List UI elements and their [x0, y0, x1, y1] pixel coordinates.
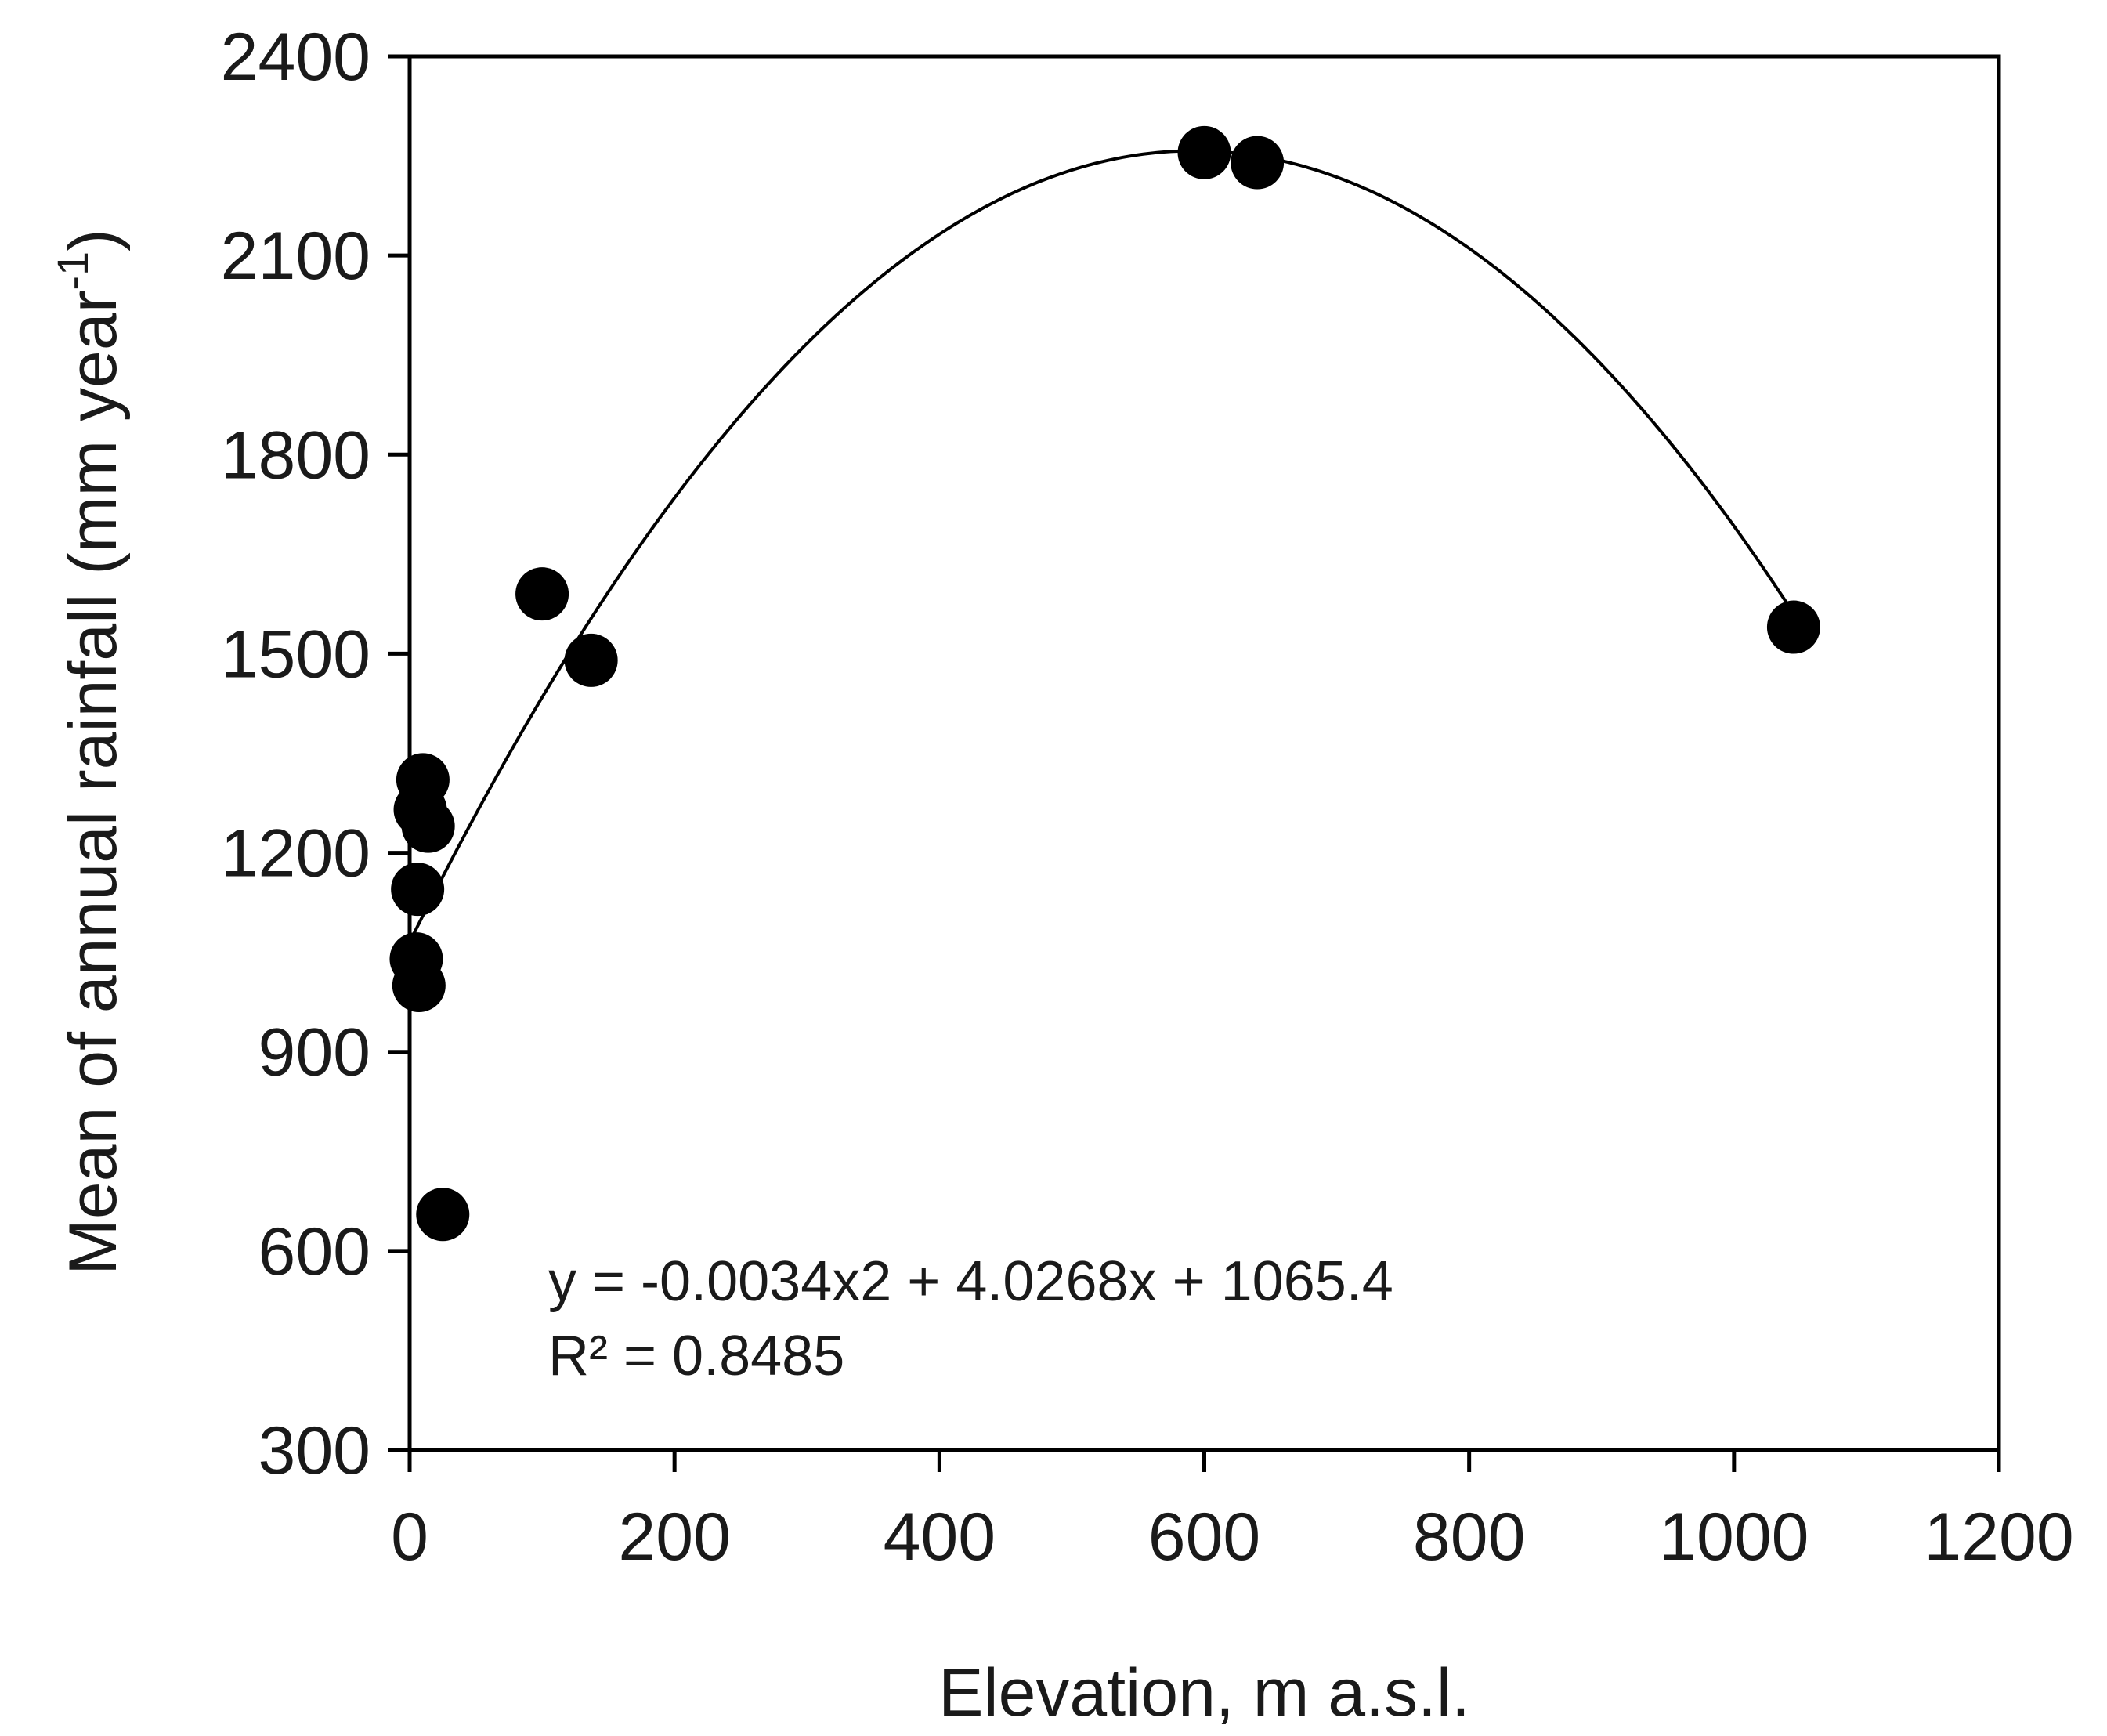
x-axis-ticks: 0 200 400 600 800 1000 1200 — [391, 1450, 2074, 1575]
data-point — [564, 633, 618, 687]
data-point — [416, 1188, 470, 1242]
y-tick-label: 900 — [258, 1015, 371, 1090]
data-point — [1231, 136, 1285, 190]
x-tick-label: 600 — [1148, 1499, 1261, 1575]
trendline-curve — [408, 149, 1795, 943]
y-axis-title-main: Mean of annual rainfall (mm year — [56, 291, 131, 1275]
trendline-group — [408, 149, 1795, 943]
x-axis-title: Elevation, m a.s.l. — [938, 1655, 1470, 1731]
data-point — [515, 567, 569, 621]
y-tick-label: 2100 — [221, 219, 370, 294]
r-squared-label: R² = 0.8485 — [548, 1325, 844, 1387]
y-tick-label: 1800 — [221, 418, 370, 493]
data-point — [401, 799, 455, 853]
y-axis-ticks: 300 600 900 1200 1500 1800 2100 2400 — [221, 20, 410, 1488]
data-point — [392, 959, 446, 1012]
y-axis-title: Mean of annual rainfall (mm year-1) — [48, 229, 131, 1275]
y-tick-label: 300 — [258, 1413, 371, 1488]
x-tick-label: 800 — [1413, 1499, 1526, 1575]
data-point — [1177, 125, 1231, 179]
y-axis-title-close: ) — [56, 229, 131, 251]
data-point — [391, 863, 445, 917]
y-tick-label: 1500 — [221, 617, 370, 692]
x-tick-label: 0 — [391, 1499, 428, 1575]
y-tick-label: 600 — [258, 1214, 371, 1289]
svg-text:Mean of annual rainfall (mm ye: Mean of annual rainfall (mm year-1) — [48, 229, 131, 1275]
y-tick-label: 2400 — [221, 20, 370, 95]
x-tick-label: 1000 — [1659, 1499, 1809, 1575]
x-tick-label: 200 — [618, 1499, 731, 1575]
y-tick-label: 1200 — [221, 816, 370, 892]
data-point — [1766, 600, 1820, 654]
x-tick-label: 400 — [884, 1499, 996, 1575]
x-tick-label: 1200 — [1924, 1499, 2073, 1575]
y-axis-title-superscript: -1 — [48, 251, 97, 291]
trendline-equation: y = -0.0034x2 + 4.0268x + 1065.4 — [548, 1250, 1393, 1313]
